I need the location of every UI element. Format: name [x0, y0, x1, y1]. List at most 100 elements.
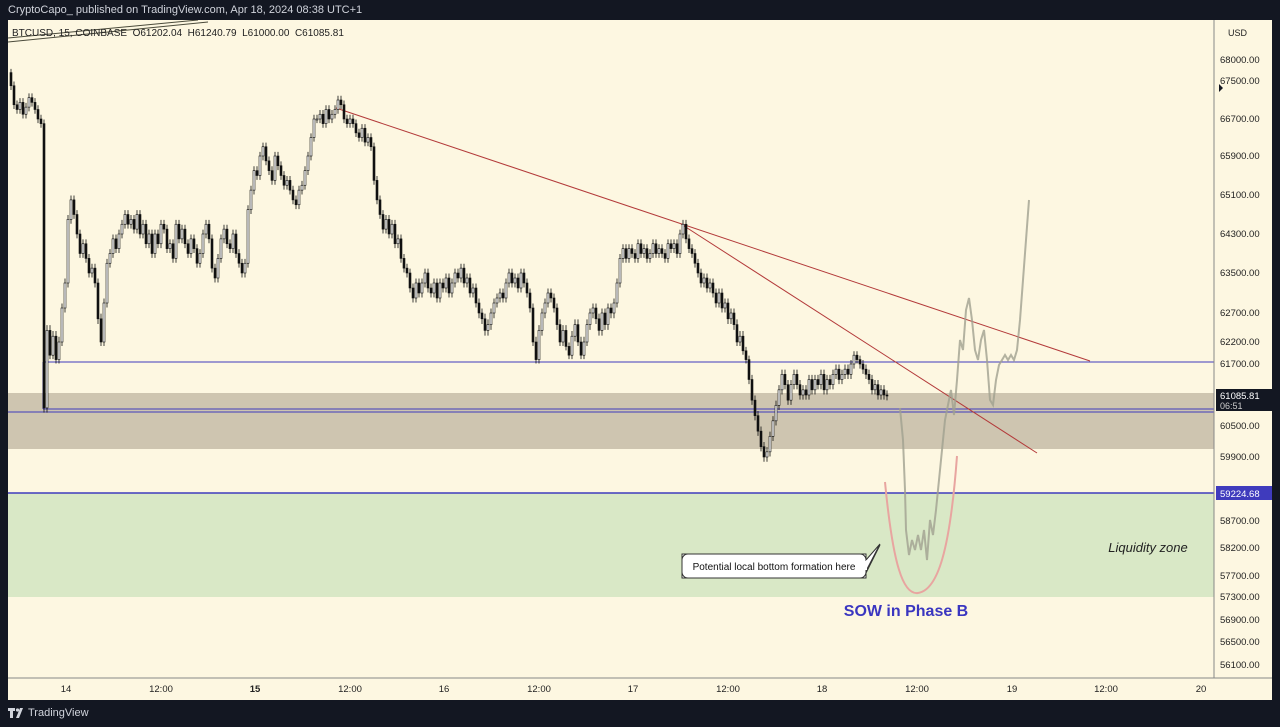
candle-body: [69, 199, 73, 220]
candle-body: [738, 335, 742, 343]
last-price-text: 61085.81: [1220, 391, 1260, 402]
candle-body: [678, 233, 682, 254]
candle-body: [372, 146, 376, 181]
candle-body: [201, 233, 205, 254]
candle-body: [354, 123, 358, 134]
candle-body: [603, 312, 607, 325]
candle-body: [831, 374, 835, 385]
candle-body: [399, 238, 403, 259]
symbol-ohlc-line: BTCUSD, 15, COINBASE O61202.04 H61240.79…: [12, 28, 344, 39]
candle-body: [504, 282, 508, 299]
candle-body: [246, 209, 250, 264]
currency-label: USD: [1228, 28, 1248, 38]
candle-body: [873, 384, 877, 391]
candle-body: [234, 233, 238, 254]
candle-body: [36, 109, 40, 120]
candle-body: [804, 389, 808, 396]
price-chart[interactable]: Potential local bottom formation here SO…: [8, 20, 1272, 700]
candle-body: [279, 165, 283, 176]
candle-body: [636, 243, 640, 259]
candle-body: [429, 287, 433, 294]
candle-body: [816, 379, 820, 385]
candle-body: [195, 248, 199, 264]
y-tick-label: 60500.00: [1220, 421, 1260, 432]
candle-body: [369, 137, 373, 148]
candle-body: [696, 262, 700, 274]
candle-body: [207, 223, 211, 240]
candle-body: [132, 219, 136, 230]
y-tick-label: 63500.00: [1220, 268, 1260, 279]
candle-body: [48, 330, 52, 356]
candle-body: [843, 368, 847, 375]
candle-body: [552, 297, 556, 309]
candle-body: [108, 253, 112, 264]
candle-body: [198, 253, 202, 264]
descending-trendline-short: [680, 223, 1038, 454]
candle-body: [876, 384, 880, 396]
candle-body: [459, 267, 463, 279]
candle-body: [96, 282, 100, 320]
candle-body: [837, 368, 841, 380]
candle-body: [387, 219, 391, 235]
candle-body: [783, 374, 787, 385]
candle-body: [756, 415, 760, 432]
candle-body: [453, 272, 457, 284]
candle-body: [288, 180, 292, 191]
candle-body: [675, 243, 679, 254]
candle-body: [858, 359, 862, 365]
candle-body: [255, 170, 259, 176]
candle-body: [216, 258, 220, 279]
candle-body: [258, 155, 262, 176]
candle-body: [243, 262, 247, 274]
candle-body: [45, 330, 49, 409]
candle-body: [555, 307, 559, 325]
candle-body: [129, 219, 133, 225]
chart-area[interactable]: Potential local bottom formation here SO…: [8, 20, 1272, 700]
trend-line-top-left-1: [8, 20, 199, 39]
y-tick-label: 65100.00: [1220, 190, 1260, 201]
candle-body: [90, 267, 94, 274]
y-tick-label: 56900.00: [1220, 615, 1260, 626]
candle-body: [75, 214, 79, 235]
candle-body: [213, 267, 217, 279]
x-tick-labels: 14 12:00 15 12:00 16 12:00 17 12:00 18 12:00 19 12:…: [61, 684, 1207, 695]
scroll-arrow-icon[interactable]: [1219, 84, 1223, 92]
candle-body: [786, 384, 790, 401]
candle-body: [573, 324, 577, 337]
candle-body: [477, 302, 481, 314]
candle-body: [885, 394, 889, 397]
candle-body: [117, 233, 121, 249]
callout-text: Potential local bottom formation here: [693, 562, 856, 573]
candle-body: [426, 272, 430, 289]
candle-body: [102, 302, 106, 343]
candle-body: [264, 146, 268, 162]
candle-body: [294, 199, 298, 206]
candle-body: [543, 302, 547, 314]
price-axis[interactable]: [1214, 20, 1272, 678]
x-tick-label: 17: [628, 684, 639, 695]
candle-body: [735, 324, 739, 343]
descending-trendline-long: [335, 107, 1091, 362]
candle-body: [252, 170, 256, 191]
candle-body: [240, 262, 244, 274]
candle-body: [528, 292, 532, 309]
candle-body: [687, 238, 691, 249]
candle-body: [315, 118, 319, 121]
x-tick-label: 19: [1007, 684, 1018, 695]
candle-body: [789, 384, 793, 401]
candle-body: [600, 312, 604, 331]
candle-body: [273, 155, 277, 181]
candle-body: [168, 243, 172, 249]
y-tick-label: 64300.00: [1220, 229, 1260, 240]
candle-body: [345, 118, 349, 124]
candle-body: [753, 399, 757, 416]
candle-body: [834, 368, 838, 375]
candle-body: [105, 262, 109, 304]
demand-zone: [8, 393, 1214, 449]
candle-body: [693, 253, 697, 264]
candle-body: [39, 118, 43, 124]
candle-body: [126, 214, 130, 225]
candle-body: [111, 238, 115, 254]
candle-body: [150, 233, 154, 254]
candle-body: [78, 233, 82, 254]
